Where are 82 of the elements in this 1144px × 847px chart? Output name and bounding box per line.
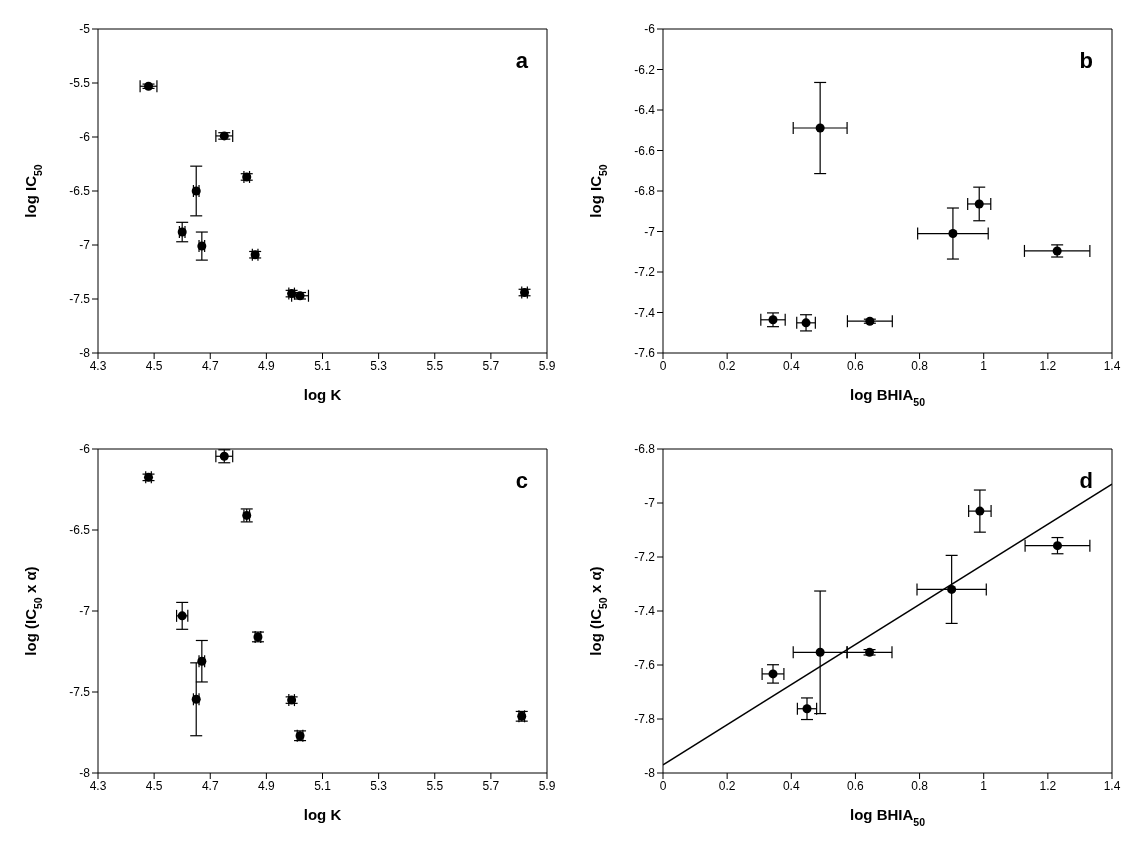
x-tick-label: 4.9 xyxy=(258,358,276,373)
y-tick-label: -7.6 xyxy=(634,346,656,361)
y-tick-label: -7 xyxy=(644,224,656,239)
y-tick-label: -5 xyxy=(79,22,91,37)
point xyxy=(974,199,984,209)
x-tick-label: 4.3 xyxy=(89,778,107,793)
x-tick-label: 0 xyxy=(659,358,667,373)
x-tick-label: 0.6 xyxy=(847,778,865,793)
annotation: c xyxy=(515,468,528,494)
point xyxy=(815,647,825,657)
x-tick-label: 0.6 xyxy=(847,358,865,373)
y-tick-label: -7.4 xyxy=(634,604,656,619)
x-tick-label: 1.2 xyxy=(1039,778,1057,793)
x-tick-label: 1 xyxy=(980,358,988,373)
x-tick-label: 1 xyxy=(980,778,988,793)
point xyxy=(144,81,154,91)
x-axis-title: log K xyxy=(303,386,342,403)
x-tick-label: 4.3 xyxy=(89,358,107,373)
y-tick-label: -7.2 xyxy=(634,550,656,565)
x-tick-label: 5.3 xyxy=(370,358,388,373)
y-tick-label: -7.4 xyxy=(634,305,656,320)
y-tick-label: -7.8 xyxy=(634,712,656,727)
x-tick-label: 5.5 xyxy=(426,778,444,793)
annotation: a xyxy=(515,48,528,74)
y-tick-label: -6.2 xyxy=(634,62,656,77)
x-tick-label: 0.4 xyxy=(782,778,800,793)
y-tick-label: -6.5 xyxy=(69,184,91,199)
y-tick-label: -6.5 xyxy=(69,523,91,538)
x-tick-label: 4.5 xyxy=(145,358,163,373)
annotation: d xyxy=(1079,468,1093,494)
x-tick-label: 5.1 xyxy=(314,358,332,373)
point xyxy=(975,506,985,516)
x-tick-label: 5.7 xyxy=(482,778,500,793)
y-tick-label: -7 xyxy=(644,496,656,511)
point xyxy=(815,123,825,133)
point xyxy=(801,318,811,328)
y-tick-label: -6 xyxy=(79,130,91,145)
x-tick-label: 4.7 xyxy=(201,358,219,373)
x-tick-label: 1.2 xyxy=(1039,358,1057,373)
y-tick-label: -7.5 xyxy=(69,292,91,307)
y-tick-label: -8 xyxy=(644,766,656,781)
x-axis-title: log BHIA$_{50}$ xyxy=(849,386,926,408)
point xyxy=(768,669,778,679)
x-tick-label: 4.5 xyxy=(145,778,163,793)
x-tick-label: 0.8 xyxy=(911,358,929,373)
y-tick-label: -6.8 xyxy=(634,184,656,199)
x-tick-label: 4.7 xyxy=(201,778,219,793)
point xyxy=(947,584,957,594)
y-tick-label: -7 xyxy=(79,238,91,253)
y-tick-label: -6.4 xyxy=(634,103,656,118)
x-tick-label: 5.9 xyxy=(538,778,556,793)
y-tick-label: -8 xyxy=(79,346,91,361)
x-tick-label: 0 xyxy=(659,778,667,793)
y-tick-label: -7.6 xyxy=(634,658,656,673)
x-tick-label: 5.9 xyxy=(538,358,556,373)
y-tick-label: -7.2 xyxy=(634,265,656,280)
point xyxy=(865,647,875,657)
x-tick-label: 5.7 xyxy=(482,358,500,373)
point xyxy=(802,704,812,714)
y-tick-label: -6.8 xyxy=(634,442,656,457)
y-tick-label: -7.5 xyxy=(69,685,91,700)
y-tick-label: -5.5 xyxy=(69,76,91,91)
y-tick-label: -8 xyxy=(79,766,91,781)
y-tick-label: -6 xyxy=(79,442,91,457)
x-tick-label: 4.9 xyxy=(258,778,276,793)
x-tick-label: 1.4 xyxy=(1103,358,1121,373)
x-tick-label: 0.2 xyxy=(718,778,736,793)
y-tick-label: -6 xyxy=(644,22,656,37)
x-tick-label: 1.4 xyxy=(1103,778,1121,793)
x-axis-title: log BHIA$_{50}$ xyxy=(849,806,926,828)
y-tick-label: -7 xyxy=(79,604,91,619)
x-tick-label: 0.8 xyxy=(911,778,929,793)
x-tick-label: 0.2 xyxy=(718,358,736,373)
point xyxy=(1052,541,1062,551)
x-axis-title: log K xyxy=(303,806,342,823)
x-tick-label: 5.3 xyxy=(370,778,388,793)
y-tick-label: -6.6 xyxy=(634,143,656,158)
point xyxy=(948,229,958,239)
x-tick-label: 0.4 xyxy=(782,358,800,373)
x-tick-label: 5.5 xyxy=(426,358,444,373)
annotation: b xyxy=(1079,48,1093,74)
x-tick-label: 5.1 xyxy=(314,778,332,793)
